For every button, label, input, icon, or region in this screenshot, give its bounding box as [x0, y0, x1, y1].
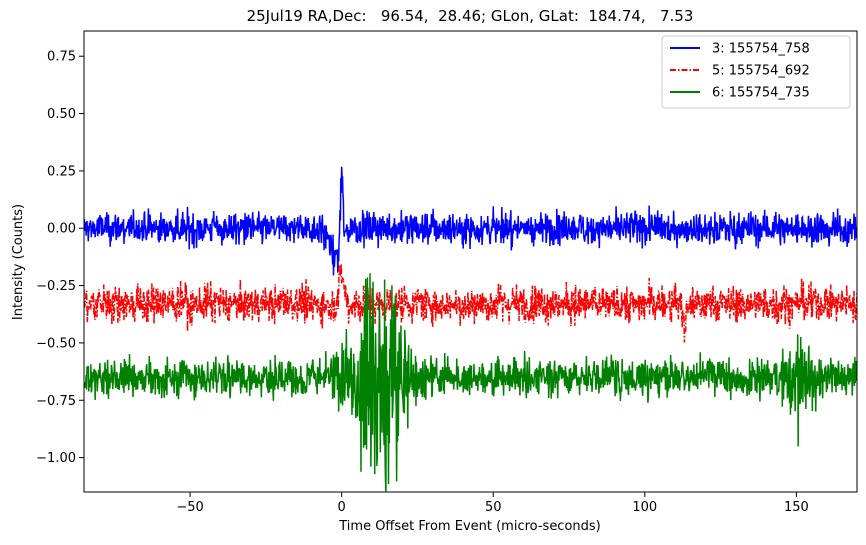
x-tick-label: 150	[784, 500, 809, 515]
chart-title: 25Jul19 RA,Dec: 96.54, 28.46; GLon, GLat…	[247, 7, 694, 25]
series-line-3	[84, 273, 857, 492]
x-axis-label: Time Offset From Event (micro-seconds)	[338, 519, 601, 534]
x-axis: −50 0 50 100 150	[176, 492, 809, 515]
series-line-1	[84, 166, 857, 276]
y-tick-label: 0.50	[47, 107, 76, 122]
series-layer	[84, 166, 857, 492]
y-axis-label: Intensity (Counts)	[11, 204, 26, 320]
x-tick-label: −50	[176, 500, 203, 515]
legend-label-3: 6: 155754_735	[712, 86, 810, 101]
y-tick-label: −0.25	[36, 279, 76, 294]
plot-frame	[83, 30, 858, 493]
legend: 3: 155754_758 5: 155754_692 6: 155754_735	[661, 35, 851, 109]
y-tick-label: 0.25	[47, 164, 76, 179]
legend-label-1: 3: 155754_758	[712, 42, 810, 57]
x-tick-label: 0	[338, 500, 346, 515]
y-tick-label: −0.75	[36, 394, 76, 409]
y-axis: 0.75 0.50 0.25 0.00 −0.25 −0.50 −0.75 −1.00	[36, 50, 84, 466]
y-tick-label: −0.50	[36, 336, 76, 351]
legend-label-2: 5: 155754_692	[712, 64, 810, 79]
x-tick-label: 100	[632, 500, 657, 515]
y-tick-label: 0.00	[47, 222, 76, 237]
legend-box	[661, 35, 851, 109]
x-tick-label: 50	[485, 500, 502, 515]
series-line-2	[84, 263, 857, 343]
y-tick-label: −1.00	[36, 451, 76, 466]
y-tick-label: 0.75	[47, 50, 76, 65]
